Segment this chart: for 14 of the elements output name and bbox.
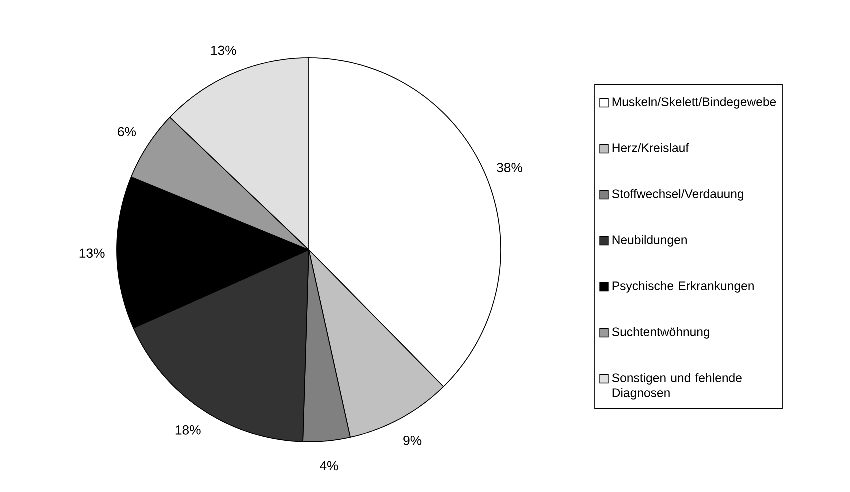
legend-label: Muskeln/Skelett/Bindegewebe: [612, 97, 776, 109]
data-label: 38%: [497, 163, 522, 172]
legend-label: Neubildungen: [612, 235, 687, 247]
legend-label: Herz/Kreislauf: [612, 143, 690, 152]
legend-label: Psychische Erkrankungen: [612, 281, 754, 293]
data-label: 9%: [404, 436, 422, 446]
legend-label: Stoffwechsel/Verdauung: [612, 189, 744, 201]
data-label: 13%: [80, 248, 105, 258]
data-label: 13%: [211, 46, 236, 56]
legend-label: Sonstigen und fehlende Diagnosen: [612, 373, 742, 400]
data-label: 4%: [320, 461, 338, 471]
data-label: 18%: [176, 425, 201, 435]
data-label: 6%: [118, 127, 136, 137]
legend-label: Suchtentwöhnung: [612, 327, 710, 339]
